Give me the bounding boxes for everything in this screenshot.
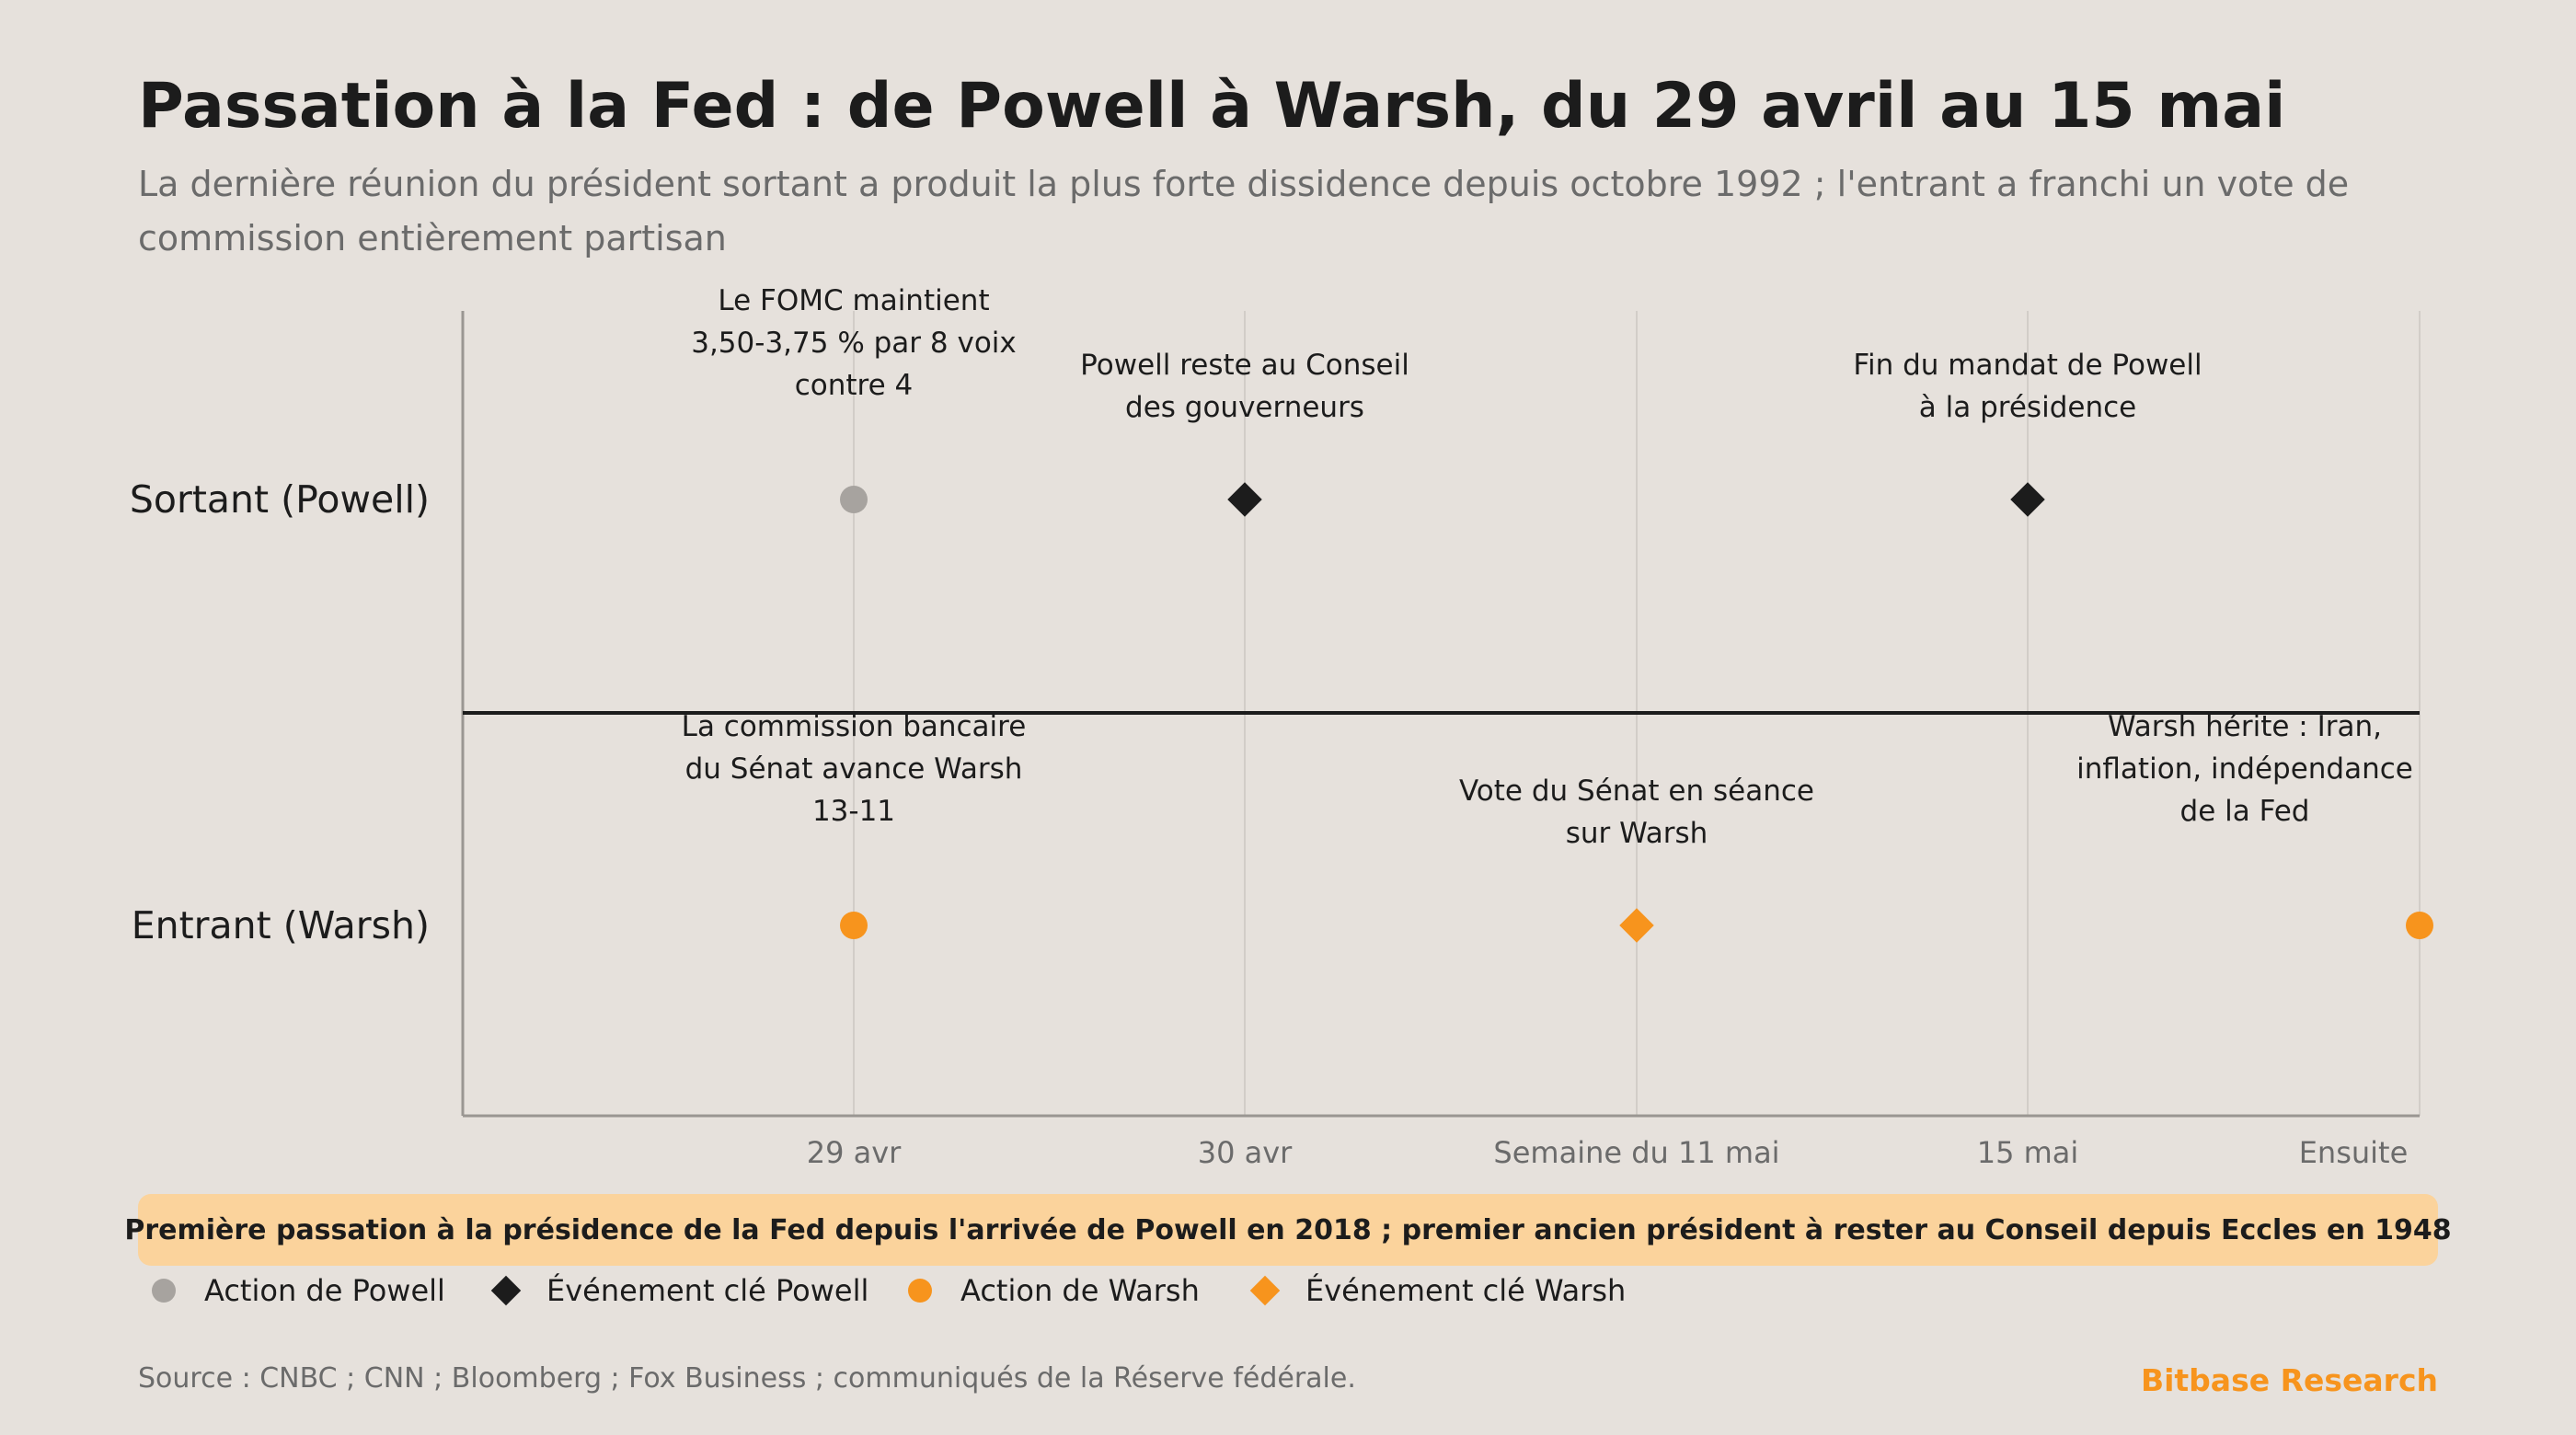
legend: Action de Powell Événement clé Powell Acti… xyxy=(152,1273,1626,1308)
x-tick-label-1: 30 avr xyxy=(1198,1135,1293,1170)
event-label-3: La commission bancaire du Sénat avance Wa… xyxy=(682,710,1027,828)
event-label-4-line-1: sur Warsh xyxy=(1566,817,1708,850)
legend-marker-1 xyxy=(490,1275,522,1306)
event-label-1-line-0: Powell reste au Conseil xyxy=(1080,349,1409,382)
legend-label-3: Événement clé Warsh xyxy=(1305,1273,1626,1308)
legend-label-2: Action de Warsh xyxy=(960,1273,1200,1308)
event-label-1: Powell reste au Conseil des gouverneurs xyxy=(1080,349,1409,424)
event-label-0: Le FOMC maintient 3,50-3,75 % par 8 voix c… xyxy=(691,284,1017,402)
event-label-4: Vote du Sénat en séance sur Warsh xyxy=(1459,775,1814,850)
event-label-2-line-1: à la présidence xyxy=(1919,391,2136,424)
event-marker-0 xyxy=(840,486,868,513)
event-label-5-line-0: Warsh hérite : Iran, xyxy=(2108,710,2382,743)
event-marker-1 xyxy=(1227,482,1262,517)
row-label-0: Sortant (Powell) xyxy=(130,477,430,522)
event-label-5-line-2: de la Fed xyxy=(2180,795,2310,828)
event-label-3-line-0: La commission bancaire xyxy=(682,710,1027,743)
event-marker-5 xyxy=(2406,912,2433,939)
x-tick-label-3: 15 mai xyxy=(1977,1135,2079,1170)
event-label-3-line-1: du Sénat avance Warsh xyxy=(685,752,1023,786)
legend-marker-2 xyxy=(908,1279,932,1303)
source-note: Source : CNBC ; CNN ; Bloomberg ; Fox Bu… xyxy=(138,1362,1356,1395)
legend-marker-3 xyxy=(1249,1275,1281,1306)
event-label-3-line-2: 13-11 xyxy=(812,795,895,828)
brand-logo-text: Bitbase Research xyxy=(2141,1362,2438,1398)
chart-subtitle-line-1: La dernière réunion du président sortant… xyxy=(138,164,2349,204)
event-label-2-line-0: Fin du mandat de Powell xyxy=(1853,349,2202,382)
event-marker-4 xyxy=(1619,908,1654,943)
row-labels: Sortant (Powell) Entrant (Warsh) xyxy=(130,477,430,947)
event-label-5-line-1: inflation, indépendance xyxy=(2076,752,2413,786)
legend-marker-0 xyxy=(152,1279,176,1303)
x-tick-label-2: Semaine du 11 mai xyxy=(1493,1135,1779,1170)
event-label-0-line-0: Le FOMC maintient xyxy=(718,284,989,317)
event-marker-2 xyxy=(2010,482,2045,517)
event-labels: Le FOMC maintient 3,50-3,75 % par 8 voix c… xyxy=(682,284,2413,850)
event-label-0-line-1: 3,50-3,75 % par 8 voix xyxy=(691,327,1017,360)
legend-label-0: Action de Powell xyxy=(204,1273,445,1308)
chart-subtitle-line-2: commission entièrement partisan xyxy=(138,218,727,258)
event-label-2: Fin du mandat de Powell à la présidence xyxy=(1853,349,2202,424)
event-marker-3 xyxy=(840,912,868,939)
legend-label-1: Événement clé Powell xyxy=(546,1273,868,1308)
highlight-banner xyxy=(138,1194,2438,1266)
event-markers xyxy=(840,482,2433,943)
event-label-1-line-1: des gouverneurs xyxy=(1125,391,1364,424)
row-label-1: Entrant (Warsh) xyxy=(132,903,430,947)
highlight-banner-text: Première passation à la présidence de la… xyxy=(124,1214,2451,1246)
x-tick-label-4: Ensuite xyxy=(2299,1135,2409,1170)
x-tick-label-0: 29 avr xyxy=(807,1135,902,1170)
event-label-5: Warsh hérite : Iran, inflation, indépenda… xyxy=(2076,710,2413,828)
chart-title: Passation à la Fed : de Powell à Warsh, … xyxy=(138,70,2285,143)
event-label-4-line-0: Vote du Sénat en séance xyxy=(1459,775,1814,808)
x-tick-labels: 29 avr 30 avr Semaine du 11 mai 15 mai Ensui… xyxy=(807,1135,2409,1170)
event-label-0-line-2: contre 4 xyxy=(795,369,914,402)
